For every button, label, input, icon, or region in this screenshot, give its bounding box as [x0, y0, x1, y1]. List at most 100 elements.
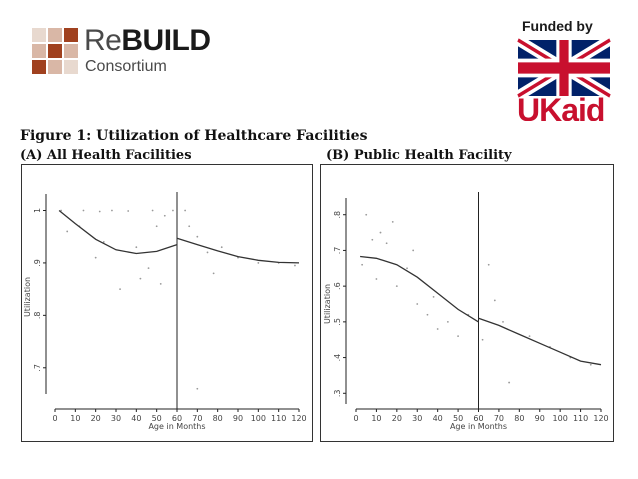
chart-b-x-tick-label: 60 [473, 414, 483, 423]
chart-a-data-point [102, 241, 105, 243]
chart-b-data-point [589, 363, 592, 366]
chart-b-y-tick-label: .8 [333, 211, 342, 219]
chart-b-x-tick-label: 30 [412, 414, 422, 423]
chart-b-y-axis-label: Utilization [323, 284, 332, 324]
logo-grid-icon [32, 28, 80, 76]
chart-b-data-point [481, 338, 484, 341]
logo-build: BUILD [121, 24, 211, 57]
chart-a-data-point [196, 387, 199, 390]
chart-b-data-point [391, 220, 394, 223]
chart-a-y-tick-label: .9 [33, 259, 42, 267]
chart-a-data-point [147, 267, 150, 270]
chart-b-x-tick-label: 50 [453, 414, 463, 423]
chart-a-data-point [135, 246, 138, 249]
chart-a-x-tick-label: 30 [111, 414, 121, 423]
chart-a-data-point [206, 251, 209, 254]
chart-b-data-point [365, 213, 368, 216]
chart-b-data-point [361, 263, 364, 266]
chart-a-frame [21, 164, 313, 442]
chart-a-data-point [66, 230, 69, 233]
chart-b-y-tick-label: .6 [333, 282, 342, 290]
chart-b: 0 10 20 30 40 50 60 70 80 90 100 110 120 .3 .4 .5 .6 .7 .8… [320, 164, 614, 442]
chart-b-x-tick-label: 70 [494, 414, 504, 423]
chart-b-x-tick-label: 120 [593, 414, 608, 423]
chart-a-data-point [127, 210, 130, 212]
chart-a-data-point [163, 214, 166, 217]
chart-a-x-tick-label: 60 [172, 414, 182, 423]
chart-a-data-point [212, 272, 215, 275]
chart-b-data-point [416, 303, 419, 305]
chart-a-y-axis-label: Utilization [23, 277, 32, 317]
chart-a-data-point [196, 235, 199, 238]
chart-a-x-tick-label: 120 [291, 414, 306, 423]
chart-a-data-point [111, 209, 113, 212]
rebuild-logo: ReBUILD Consortium [32, 26, 252, 78]
chart-b-data-point [395, 285, 398, 288]
chart-b-y-tick-label: .4 [333, 354, 342, 362]
chart-a-x-tick-label: 100 [251, 414, 266, 423]
chart-a-x-tick-label: 20 [91, 414, 101, 423]
ukaid-logo: UKaid [517, 95, 612, 121]
chart-b-x-tick-label: 100 [553, 414, 568, 423]
chart-a-data-point [220, 246, 223, 249]
chart-a-data-point [257, 262, 260, 264]
chart-a-data-point [151, 209, 154, 212]
chart-a-y-tick-label: 1 [33, 208, 42, 213]
chart-a-x-tick-label: 40 [131, 414, 141, 423]
chart-b-x-axis-label: Age in Months [450, 422, 507, 431]
panel-b-title: (B) Public Health Facility [326, 148, 512, 163]
chart-a-x-tick-label: 0 [52, 414, 57, 423]
chart-a-x-tick-label: 70 [192, 414, 202, 423]
chart-a-data-point [172, 209, 174, 212]
chart-a-data-point [188, 225, 191, 228]
chart-b-y-tick-label: .3 [333, 389, 342, 397]
chart-b-x-tick-label: 40 [433, 414, 443, 423]
chart-a-data-point [294, 264, 296, 267]
chart-a-data-point [184, 209, 187, 212]
chart-b-x-tick-label: 80 [514, 414, 524, 423]
chart-a-y-tick-label: .8 [33, 312, 42, 320]
chart-a-y-tick-label: .7 [33, 364, 42, 372]
chart-b-data-point [436, 328, 439, 330]
chart-b-data-point [432, 295, 435, 298]
chart-b-fit-pre-line [360, 255, 479, 323]
chart-a-x-tick-label: 80 [213, 414, 223, 423]
chart-a: 0 10 20 30 40 50 60 70 80 90 100 110 120 .7 .8 .9 1 Age i… [21, 164, 313, 442]
chart-b-x-tick-label: 10 [371, 414, 381, 423]
chart-b-data-point [487, 263, 490, 266]
panel-a-title: (A) All Health Facilities [20, 148, 192, 163]
chart-b-frame [320, 164, 614, 442]
chart-a-data-point [155, 225, 158, 228]
chart-a-data-point [94, 256, 97, 259]
chart-a-fit-pre-line [58, 209, 178, 255]
funded-by-label: Funded by [522, 18, 593, 34]
chart-b-y-tick-label: .7 [333, 247, 342, 255]
chart-b-data-point [528, 335, 531, 338]
chart-b-y-tick-label: .5 [333, 318, 342, 326]
uk-flag-icon [515, 34, 613, 102]
chart-a-fit-post-line [176, 237, 300, 264]
logo-subtitle: Consortium [85, 58, 167, 75]
chart-a-data-point [98, 210, 101, 213]
chart-b-data-point [426, 313, 429, 316]
chart-b-data-point [375, 278, 378, 280]
chart-b-data-point [502, 320, 504, 323]
ukaid-text: UKaid [517, 95, 605, 121]
chart-b-fit-post-line [478, 317, 602, 366]
chart-b-x-tick-label: 0 [353, 414, 358, 423]
chart-a-data-point [82, 209, 85, 212]
chart-a-x-tick-label: 10 [70, 414, 80, 423]
chart-b-data-point [385, 242, 388, 245]
chart-a-data-point [139, 277, 142, 280]
chart-b-data-point [412, 249, 415, 252]
chart-b-x-tick-label: 20 [392, 414, 402, 423]
chart-a-data-point [159, 282, 162, 285]
chart-b-data-point [493, 299, 496, 302]
chart-a-x-axis-label: Age in Months [148, 422, 205, 431]
chart-b-data-point [446, 320, 449, 323]
chart-b-x-tick-label: 110 [573, 414, 588, 423]
chart-a-data-point [119, 288, 121, 291]
chart-b-data-point [508, 381, 511, 384]
chart-b-x-tick-label: 90 [535, 414, 545, 423]
figure-title: Figure 1: Utilization of Healthcare Faci… [20, 128, 368, 144]
